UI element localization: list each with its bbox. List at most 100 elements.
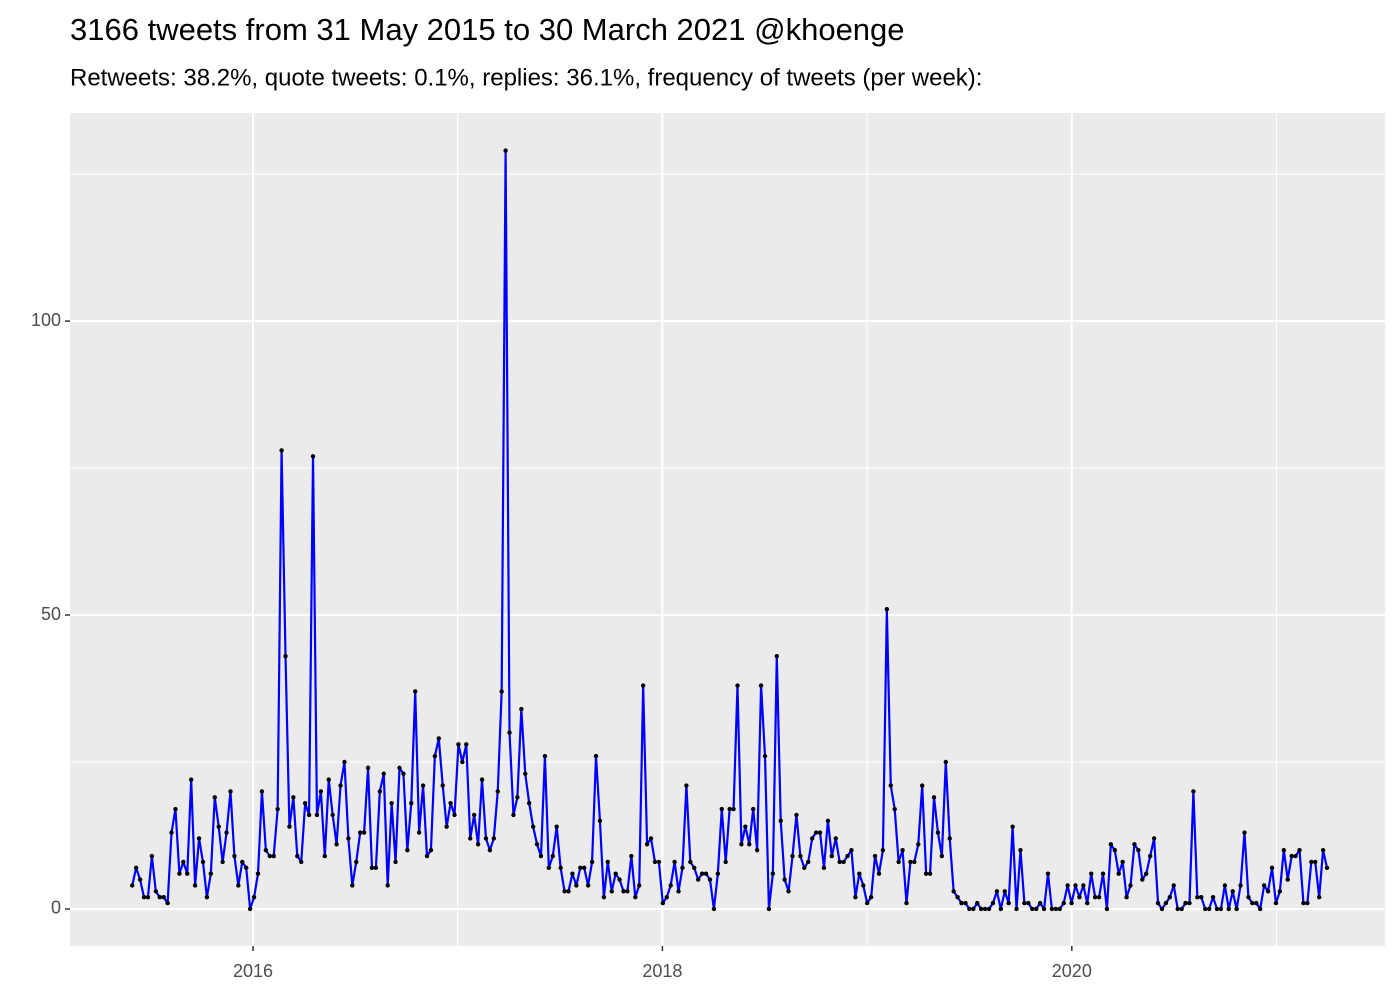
point (212, 795, 217, 800)
point (829, 853, 835, 859)
point (1265, 889, 1271, 894)
point (554, 824, 559, 829)
point (216, 824, 221, 829)
point (471, 812, 477, 818)
point (1305, 900, 1310, 906)
point (813, 830, 819, 835)
point (990, 900, 996, 906)
point (1261, 883, 1267, 888)
point (1269, 865, 1275, 871)
point (986, 906, 992, 912)
point (778, 818, 783, 823)
point (1085, 900, 1090, 906)
point (920, 783, 925, 788)
point (1195, 895, 1200, 900)
point (982, 906, 988, 912)
point (1222, 883, 1228, 888)
point (876, 871, 882, 876)
point (424, 853, 430, 859)
point (507, 730, 512, 735)
point (271, 853, 276, 859)
point (640, 683, 646, 688)
point (837, 859, 842, 865)
point (291, 795, 296, 800)
point (1065, 883, 1070, 888)
point (680, 865, 685, 871)
point (444, 824, 449, 829)
point (224, 830, 229, 835)
point (468, 836, 473, 841)
point (393, 859, 398, 865)
point (998, 906, 1004, 912)
point (1140, 877, 1145, 882)
point (1092, 895, 1098, 900)
point (739, 842, 744, 847)
point (350, 883, 355, 888)
point (519, 706, 524, 712)
point (1069, 900, 1074, 906)
chart-title: 3166 tweets from 31 May 2015 to 30 March… (70, 12, 905, 47)
point (912, 859, 917, 865)
point (1281, 847, 1286, 853)
point (1033, 906, 1039, 912)
point (1309, 859, 1314, 865)
point (420, 783, 426, 788)
panel (70, 113, 1385, 946)
point (409, 800, 414, 806)
point (208, 871, 214, 876)
point (971, 906, 976, 912)
point (1313, 859, 1318, 865)
point (130, 883, 135, 888)
point (452, 812, 457, 818)
point (766, 906, 772, 912)
point (751, 806, 756, 812)
point (1214, 906, 1220, 912)
point (589, 859, 595, 865)
point (648, 836, 654, 841)
point (1057, 906, 1062, 912)
point (613, 871, 618, 876)
point (1041, 906, 1047, 912)
point (1108, 842, 1114, 847)
point (1163, 900, 1169, 906)
point (1297, 847, 1302, 853)
chart-subtitle: Retweets: 38.2%, quote tweets: 0.1%, rep… (70, 64, 982, 91)
point (188, 777, 194, 782)
point (1116, 871, 1121, 876)
point (939, 853, 945, 859)
point (1089, 871, 1094, 876)
point (405, 847, 410, 853)
point (177, 871, 182, 876)
point (656, 859, 662, 865)
point (1159, 906, 1165, 912)
point (538, 853, 544, 859)
point (794, 812, 799, 818)
point (1073, 883, 1078, 888)
point (137, 877, 143, 882)
point (1037, 900, 1043, 906)
point (1324, 865, 1330, 871)
point (1230, 889, 1235, 894)
point (786, 889, 791, 894)
point (935, 830, 941, 835)
point (1258, 906, 1263, 912)
point (959, 900, 964, 906)
x-tick-label: 2018 (642, 961, 682, 981)
point (1030, 906, 1035, 912)
point (479, 777, 485, 782)
point (1210, 895, 1216, 900)
point (161, 895, 166, 900)
point (731, 806, 736, 812)
point (841, 859, 846, 865)
point (381, 771, 386, 776)
point (165, 900, 170, 906)
point (1120, 859, 1125, 865)
point (377, 789, 383, 794)
point (302, 800, 308, 806)
point (947, 836, 952, 841)
point (1285, 877, 1290, 882)
y-tick-label: 0 (51, 898, 61, 918)
point (900, 847, 905, 853)
point (1132, 842, 1137, 847)
point (1144, 871, 1149, 876)
